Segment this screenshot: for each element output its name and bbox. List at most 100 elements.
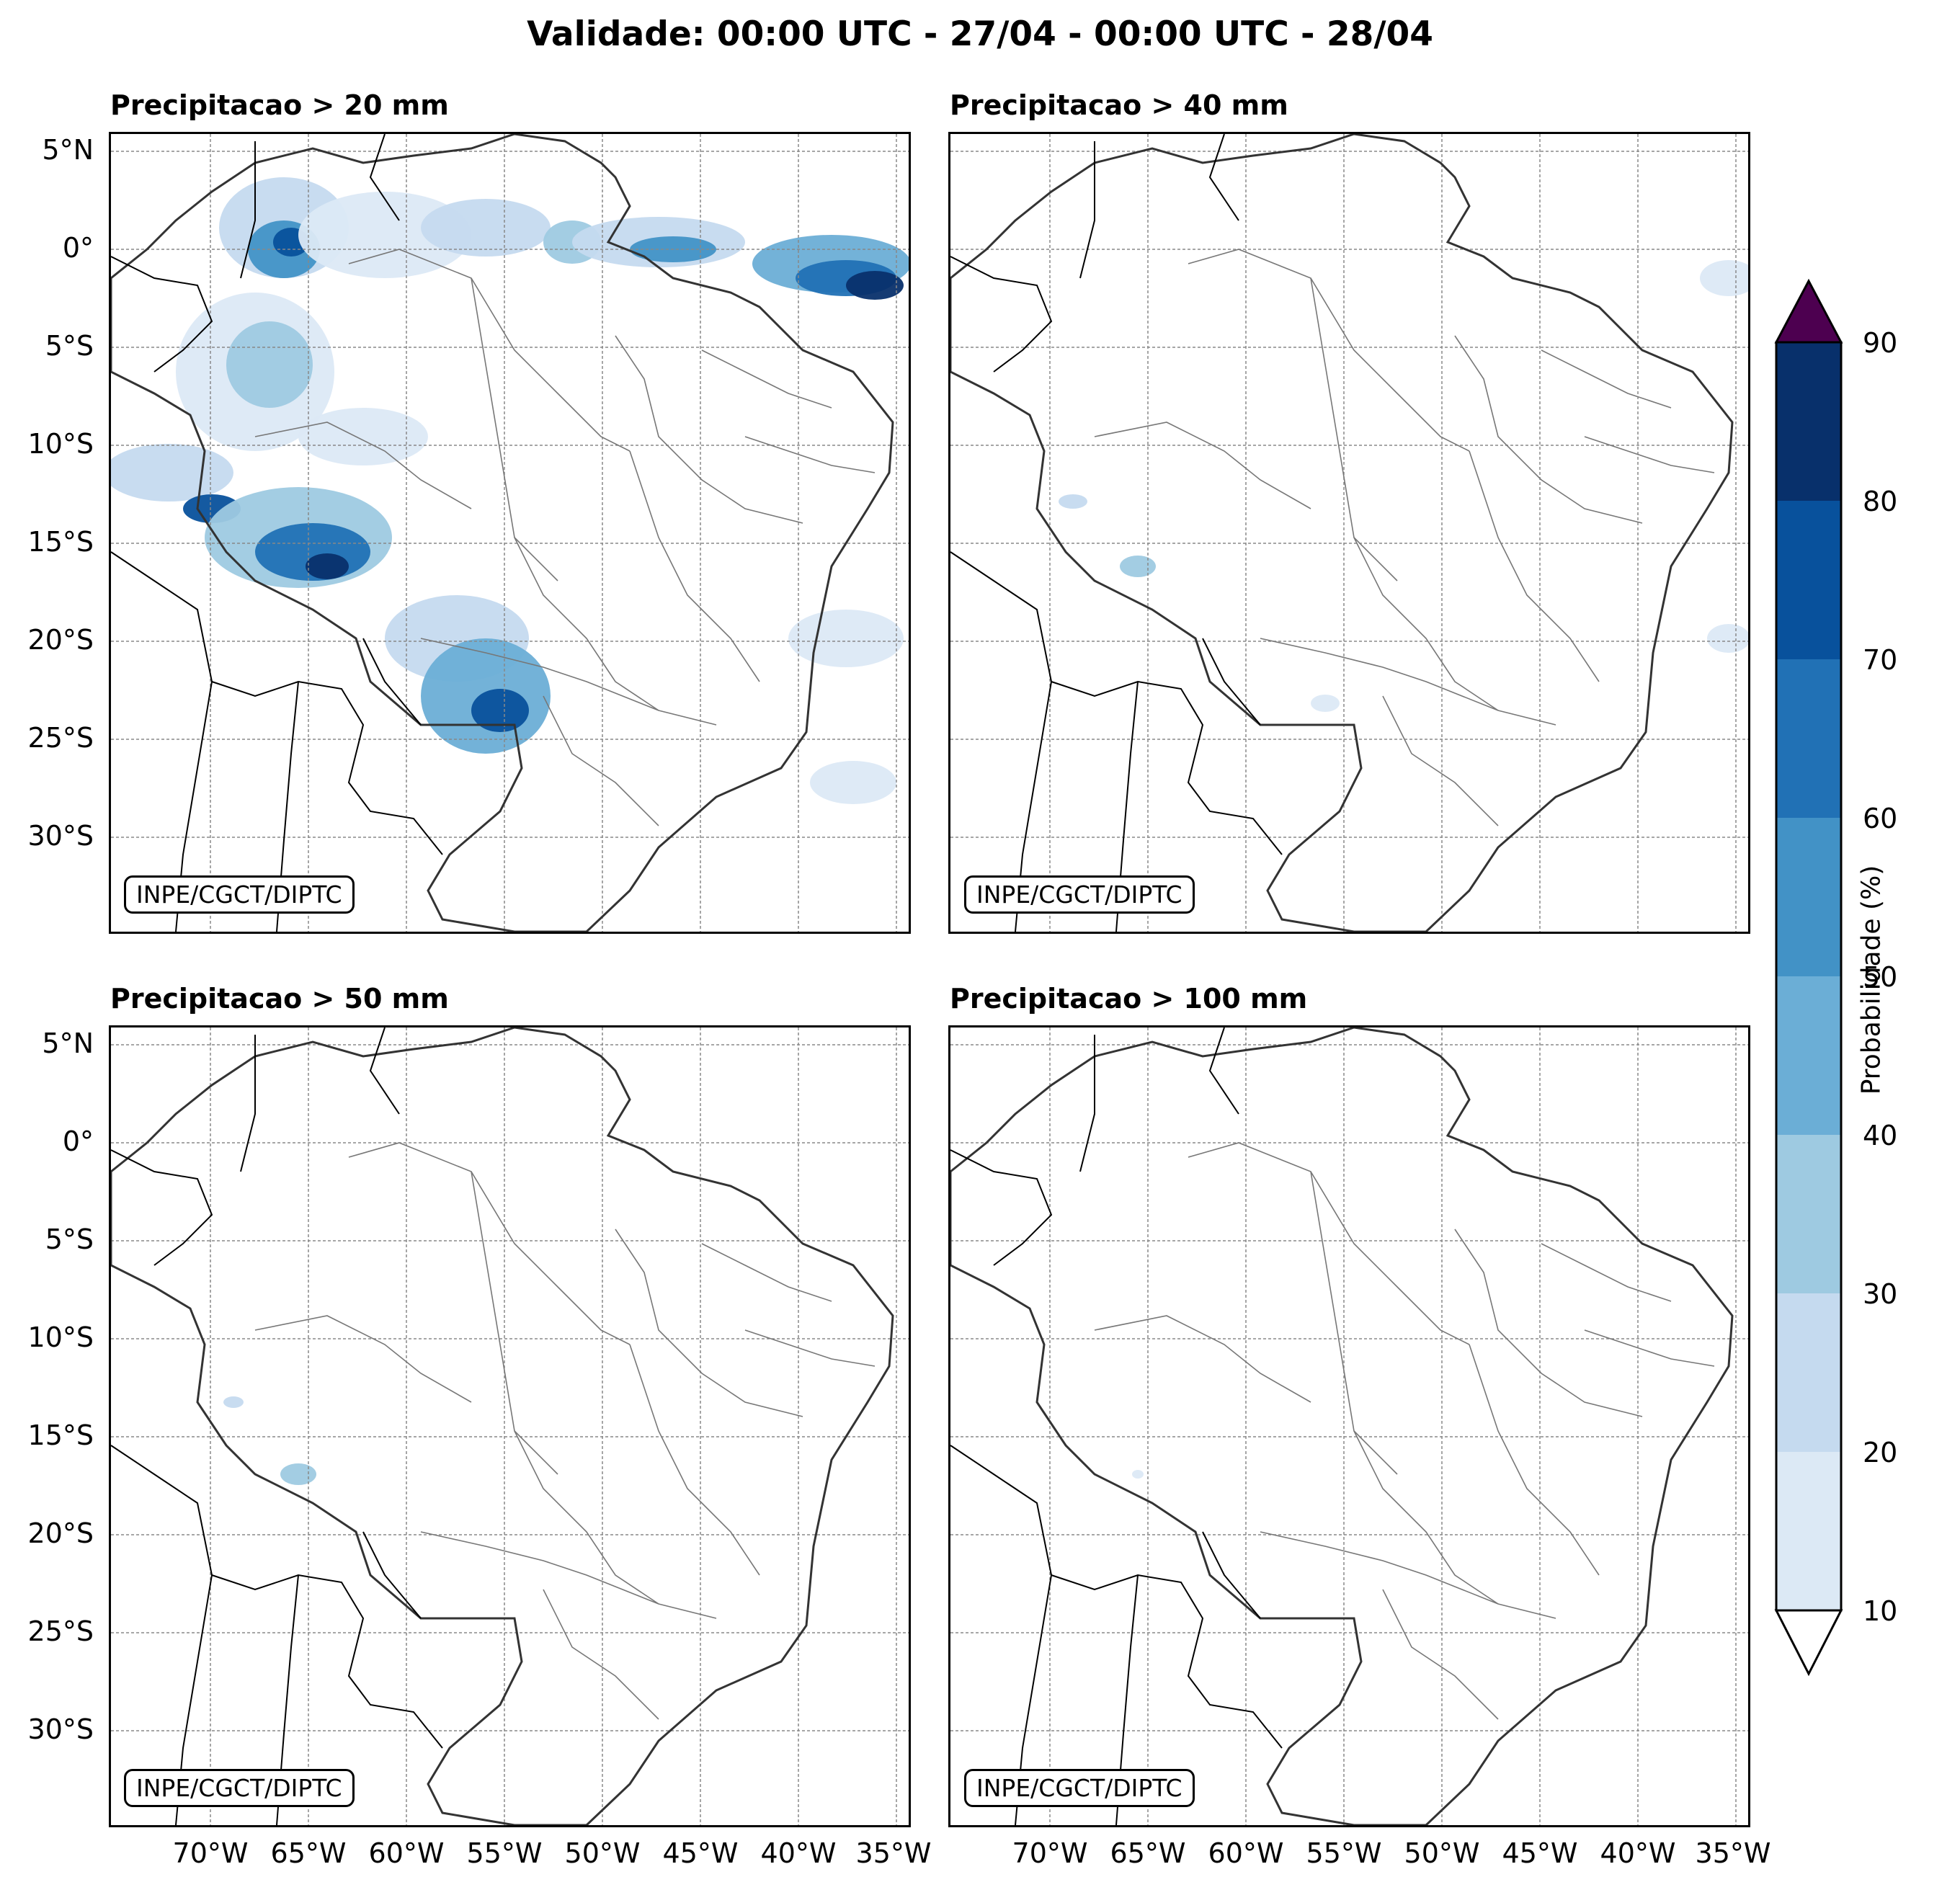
state-border: [1541, 349, 1672, 409]
probability-area: [471, 689, 529, 732]
lat-tick-label: 30°S: [27, 1713, 94, 1745]
state-border: [1188, 1142, 1470, 1345]
state-border: [744, 436, 876, 473]
lon-tick-label: 55°W: [466, 1837, 543, 1869]
probability-area: [1311, 695, 1340, 712]
state-border: [543, 695, 659, 826]
lon-tick-label: 40°W: [1600, 1837, 1676, 1869]
state-border: [1310, 1171, 1398, 1475]
state-border: [1454, 1229, 1643, 1417]
probability-area: [298, 408, 428, 465]
country-border: [362, 638, 422, 726]
state-border: [1541, 1243, 1672, 1302]
colorbar-label: Probabilidade (%): [1856, 865, 1886, 1095]
country-border: [111, 1445, 213, 1825]
state-border: [1353, 1430, 1499, 1605]
state-border: [701, 349, 832, 409]
state-border: [1094, 422, 1311, 509]
lat-tick-label: 5°N: [42, 1027, 94, 1059]
probability-area: [846, 271, 904, 300]
country-border: [950, 256, 1053, 373]
country-border: [211, 680, 443, 855]
lon-tick-label: 35°W: [1695, 1837, 1771, 1869]
probability-area: [788, 610, 904, 667]
lat-tick-label: 5°S: [45, 330, 94, 362]
lat-tick-label: 15°S: [27, 526, 94, 558]
state-border: [744, 1329, 876, 1367]
probability-area: [1120, 556, 1156, 577]
lat-tick-label: 15°S: [27, 1419, 94, 1451]
coastline: [111, 1027, 894, 1825]
lon-tick-label: 70°W: [1012, 1837, 1088, 1869]
state-border: [701, 1243, 832, 1302]
panel-title-40mm: Precipitacao > 40 mm: [950, 89, 1288, 121]
lon-tick-label: 35°W: [855, 1837, 932, 1869]
lat-tick-label: 0°: [62, 232, 94, 264]
lon-tick-label: 65°W: [1110, 1837, 1186, 1869]
map-panel-20mm: [109, 132, 911, 934]
country-border: [240, 141, 256, 279]
state-border: [1353, 537, 1499, 711]
state-border: [1260, 1531, 1556, 1619]
state-border: [420, 1531, 717, 1619]
country-border: [1051, 1574, 1283, 1749]
state-border: [1310, 277, 1398, 581]
coastline: [111, 134, 894, 932]
probability-area: [1707, 624, 1748, 653]
probability-area: [1132, 1470, 1144, 1479]
colorbar-segment: [1776, 976, 1841, 1135]
map-panel-50mm: [109, 1025, 911, 1827]
country-border: [1202, 638, 1261, 726]
coastline: [950, 1027, 1734, 1825]
map-canvas: [111, 1027, 909, 1825]
lon-tick-label: 60°W: [1208, 1837, 1284, 1869]
state-border: [1454, 335, 1643, 524]
map-canvas: [950, 1027, 1748, 1825]
colorbar-segment: [1776, 501, 1841, 659]
colorbar-tick-label: 10: [1863, 1595, 1898, 1627]
probability-area: [226, 321, 313, 408]
colorbar-segment: [1776, 1135, 1841, 1293]
state-border: [1584, 436, 1715, 473]
country-border: [1079, 141, 1095, 279]
probability-area: [306, 553, 349, 579]
lon-tick-label: 50°W: [1404, 1837, 1480, 1869]
probability-area: [1059, 494, 1087, 509]
country-border: [950, 551, 1053, 932]
country-border: [1208, 1027, 1239, 1115]
colorbar-tick-label: 20: [1863, 1437, 1898, 1468]
lat-tick-label: 5°N: [42, 134, 94, 166]
state-border: [254, 422, 472, 509]
colorbar-segment: [1776, 659, 1841, 818]
country-border: [211, 1574, 443, 1749]
lon-tick-label: 60°W: [368, 1837, 445, 1869]
colorbar-tick-label: 80: [1863, 486, 1898, 517]
credit-box: INPE/CGCT/DIPTC: [964, 1769, 1195, 1807]
colorbar-segment: [1776, 1452, 1841, 1610]
country-border: [950, 1445, 1053, 1825]
lon-tick-label: 45°W: [1502, 1837, 1578, 1869]
colorbar-tick-label: 90: [1863, 327, 1898, 359]
map-panel-100mm: [948, 1025, 1750, 1827]
state-border: [1094, 1315, 1311, 1403]
state-border: [1188, 249, 1470, 452]
colorbar-tick-label: 40: [1863, 1120, 1898, 1151]
colorbar-tick-label: 60: [1863, 803, 1898, 834]
state-border: [629, 1344, 760, 1576]
state-border: [514, 537, 659, 711]
colorbar-segment: [1776, 342, 1841, 501]
state-border: [543, 1589, 659, 1720]
probability-area: [421, 199, 551, 257]
lat-tick-label: 25°S: [27, 722, 94, 754]
map-panel-40mm: [948, 132, 1750, 934]
country-border: [369, 134, 400, 221]
map-canvas: [950, 134, 1748, 932]
country-border: [1202, 1531, 1261, 1619]
state-border: [1382, 695, 1499, 826]
lat-tick-label: 10°S: [27, 428, 94, 460]
credit-box: INPE/CGCT/DIPTC: [124, 1769, 355, 1807]
state-border: [471, 277, 558, 581]
state-border: [514, 1430, 659, 1605]
lon-tick-label: 65°W: [270, 1837, 347, 1869]
